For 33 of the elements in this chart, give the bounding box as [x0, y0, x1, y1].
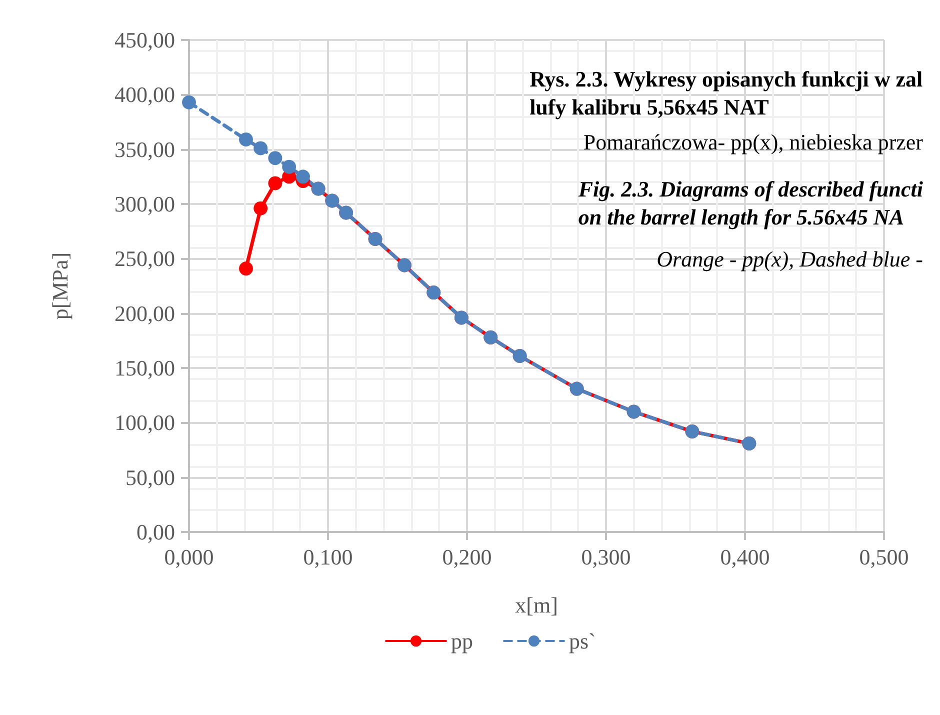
x-tick-label: 0,400 [720, 544, 770, 570]
y-axis-title: p[MPa] [48, 252, 72, 320]
x-tick-label: 0,300 [581, 544, 631, 570]
x-tick-label: 0,500 [859, 544, 909, 570]
y-tick-label: 250,00 [114, 246, 175, 272]
text: Rys. 2.3. Wykresy opisanych funkcji w zal lufy kalibru 5,56x45 NAT [530, 66, 923, 120]
point [282, 160, 296, 174]
y-tick-label: 350,00 [114, 136, 175, 162]
legend-label: pp [451, 628, 473, 654]
y-tick-label: 50,00 [126, 464, 175, 490]
y-tick-label: 150,00 [114, 356, 175, 380]
x-tick-label: 0,000 [164, 544, 214, 570]
point [254, 141, 268, 156]
y-tick-label: 100,00 [114, 410, 175, 436]
point [182, 95, 196, 110]
point [239, 132, 253, 146]
point [254, 201, 268, 216]
x-axis-title: x[m] [515, 592, 558, 618]
annotation: Fig. 2.3. Diagrams of described functi on the barrel length for 5.56x45 NA [577, 176, 924, 230]
legend-label: ps` [569, 628, 596, 654]
y-tick-label: 450,00 [114, 28, 175, 52]
annotation: Orange - pp(x), Dashed blue - [656, 246, 923, 272]
y-tick-label: 400,00 [114, 82, 175, 108]
point [296, 170, 310, 184]
point [268, 176, 282, 190]
y-tick-label: 200,00 [114, 300, 175, 326]
text: Pomarańczowa- pp(x), niebieska przer [583, 130, 924, 154]
point [239, 262, 253, 276]
point [268, 151, 282, 166]
x-tick-label: 0,100 [303, 544, 353, 570]
y-tick-label: 300,00 [114, 192, 175, 216]
y-tick-label: 0,00 [136, 520, 175, 544]
x-tick-label: 0,200 [442, 544, 492, 570]
